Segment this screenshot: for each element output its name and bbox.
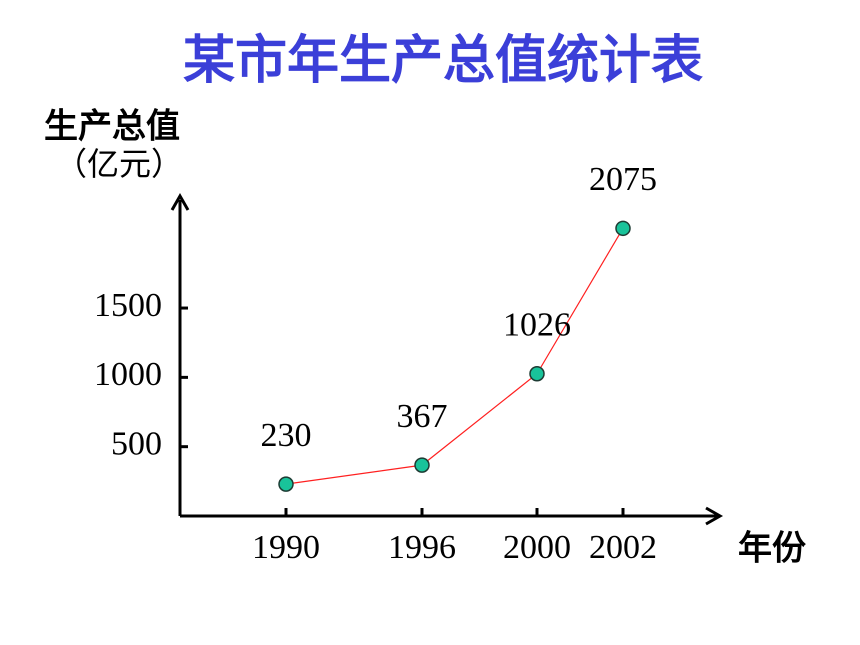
x-tick-label: 1996 [388,529,456,566]
point [529,366,545,382]
point [615,220,631,237]
chart-title: 某市年生产总值统计表 [183,31,703,91]
data-label: 2075 [589,161,657,198]
point [278,476,294,492]
y-tick-label: 1000 [94,356,162,393]
x-arrow [705,506,724,526]
data-label: 230 [261,417,312,454]
point [414,457,430,473]
y-arrow [170,192,190,211]
x-tick-label: 2002 [589,529,657,566]
x-tick-label: 2000 [503,529,571,566]
data-label: 367 [397,398,448,435]
data-label: 1026 [503,307,571,344]
y-axis-label: 生产总值 [44,107,180,147]
x-tick-label: 1990 [252,529,320,566]
series-line [285,228,624,485]
y-tick-label: 1500 [94,287,162,324]
y-axis-unit: （亿元） [55,145,183,183]
x-axis-label: 年份 [738,529,806,569]
y-tick-label: 500 [111,425,162,462]
